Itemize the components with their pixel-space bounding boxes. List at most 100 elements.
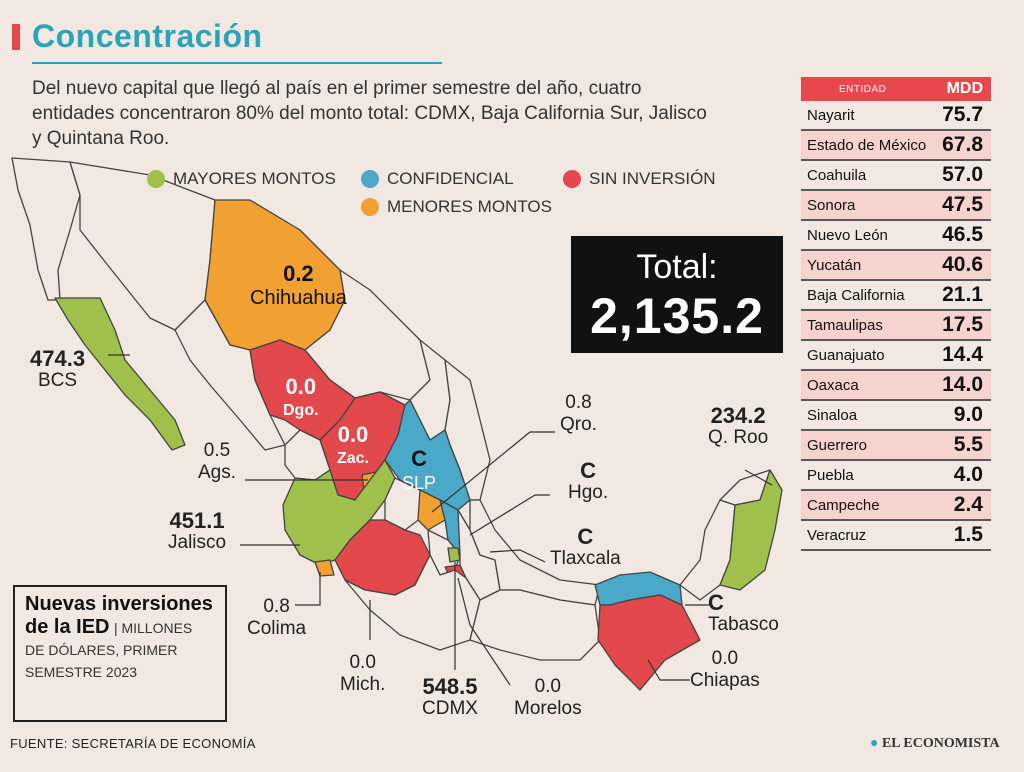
state-cdmx (447, 547, 461, 563)
mexico-map (11, 157, 783, 691)
label-colima: 0.8 Colima (247, 596, 307, 639)
row-value: 14.0 (942, 373, 983, 396)
leader-morelos (457, 577, 511, 686)
row-value: 17.5 (942, 313, 983, 336)
row-entity: Nuevo León (807, 226, 888, 244)
state-chiapas (597, 594, 701, 691)
legend-dot-orange (361, 198, 379, 216)
state-guerrero (344, 554, 481, 651)
legend-confidencial: CONFIDENCIAL (361, 169, 514, 189)
label-cdmx: 548.5 CDMX (422, 674, 478, 720)
title-underline (32, 62, 442, 64)
row-value: 5.5 (953, 433, 983, 456)
ranking-table: ENTIDAD MDD Nayarit 75.7 Estado de México 6… (801, 77, 991, 551)
row-entity: Baja California (807, 286, 905, 304)
brand-logo: ● EL ECONOMISTA (870, 736, 1000, 751)
table-row: Nayarit 75.7 (801, 101, 991, 131)
row-entity: Guanajuato (807, 346, 885, 364)
row-entity: Oaxaca (807, 376, 859, 394)
row-value: 47.5 (942, 193, 983, 216)
row-entity: Veracruz (807, 526, 867, 544)
row-value: 57.0 (942, 163, 983, 186)
label-qro: 0.8 Qro. (560, 392, 597, 435)
label-durango: 0.0 Dgo. (283, 374, 319, 420)
state-bcs (54, 297, 186, 451)
table-row: Tamaulipas 17.5 (801, 311, 991, 341)
legend-mayores: MAYORES MONTOS (147, 169, 336, 189)
label-chiapas: 0.0 Chiapas (690, 648, 760, 691)
col-mdd: MDD (946, 80, 983, 97)
table-row: Puebla 4.0 (801, 461, 991, 491)
row-value: 14.4 (942, 343, 983, 366)
legend-dot-red (563, 170, 581, 188)
row-entity: Sinaloa (807, 406, 858, 424)
table-row: Baja California 21.1 (801, 281, 991, 311)
row-entity: Estado de México (807, 136, 927, 154)
label-chihuahua: 0.2 Chihuahua (250, 261, 347, 310)
state-queretaro (417, 489, 446, 531)
table-row: Guerrero 5.5 (801, 431, 991, 461)
state-baja-california (11, 157, 81, 301)
row-value: 46.5 (942, 223, 983, 246)
table-row: Oaxaca 14.0 (801, 371, 991, 401)
leader-qro (431, 431, 555, 513)
row-entity: Sonora (807, 196, 856, 214)
leader-tlaxcala (489, 549, 546, 563)
row-entity: Puebla (807, 466, 854, 484)
table-row: Sonora 47.5 (801, 191, 991, 221)
row-entity: Campeche (807, 496, 880, 514)
row-value: 75.7 (942, 103, 983, 126)
label-qroo: 234.2 Q. Roo (708, 403, 769, 449)
label-morelos: 0.0 Morelos (514, 676, 582, 719)
label-tabasco: C Tabasco (708, 590, 779, 636)
label-tlaxcala: C Tlaxcala (550, 524, 621, 570)
table-row: Sinaloa 9.0 (801, 401, 991, 431)
row-entity: Coahuila (807, 166, 867, 184)
table-row: Coahuila 57.0 (801, 161, 991, 191)
state-quintana-roo (719, 469, 783, 591)
row-entity: Nayarit (807, 106, 855, 124)
note-box: Nuevas inversiones de la IED | MILLONES … (13, 585, 227, 722)
row-value: 1.5 (953, 523, 983, 546)
label-ags: 0.5 Ags. (198, 440, 237, 483)
state-colima (314, 559, 335, 577)
col-entidad: ENTIDAD (839, 83, 887, 95)
title-accent-bar (12, 24, 20, 50)
legend-dot-blue (361, 170, 379, 188)
subtitle: Del nuevo capital que llegó al país en e… (32, 78, 707, 149)
page-title: Concentración (32, 18, 263, 54)
label-zacatecas: 0.0 Zac. (337, 422, 370, 468)
source-note: FUENTE: SECRETARÍA DE ECONOMÍA (10, 736, 256, 751)
row-value: 21.1 (942, 283, 983, 306)
row-entity: Tamaulipas (807, 316, 883, 334)
label-mich: 0.0 Mich. (340, 652, 386, 695)
total-label: Total: (636, 248, 718, 286)
row-value: 4.0 (953, 463, 983, 486)
table-row: Campeche 2.4 (801, 491, 991, 521)
state-sinaloa (174, 299, 286, 451)
table-row: Guanajuato 14.4 (801, 341, 991, 371)
row-entity: Guerrero (807, 436, 868, 454)
leader-hgo (469, 494, 550, 536)
total-box: Total: 2,135.2 (571, 236, 783, 353)
label-hgo: C Hgo. (568, 458, 609, 504)
leader-chiapas (647, 659, 690, 681)
row-value: 9.0 (953, 403, 983, 426)
legend-dot-green (147, 170, 165, 188)
table-row: Veracruz 1.5 (801, 521, 991, 551)
note-title: Nuevas inversiones de la IED (25, 593, 213, 638)
row-entity: Yucatán (807, 256, 862, 274)
leader-qroo (744, 469, 773, 486)
row-value: 67.8 (942, 133, 983, 156)
brand-icon: ● (870, 736, 879, 751)
label-jalisco: 451.1 Jalisco (168, 508, 227, 554)
row-value: 2.4 (953, 493, 983, 516)
total-value: 2,135.2 (590, 288, 764, 344)
table-row: Nuevo León 46.5 (801, 221, 991, 251)
note-units: | MILLONES DE DÓLARES, PRIMER SEMESTRE 2… (25, 620, 193, 680)
leader-colima (295, 572, 321, 606)
legend-sin-inversion: SIN INVERSIÓN (563, 169, 716, 189)
label-bcs: 474.3 BCS (30, 346, 86, 392)
table-row: Estado de México 67.8 (801, 131, 991, 161)
table-header: ENTIDAD MDD (801, 77, 991, 101)
